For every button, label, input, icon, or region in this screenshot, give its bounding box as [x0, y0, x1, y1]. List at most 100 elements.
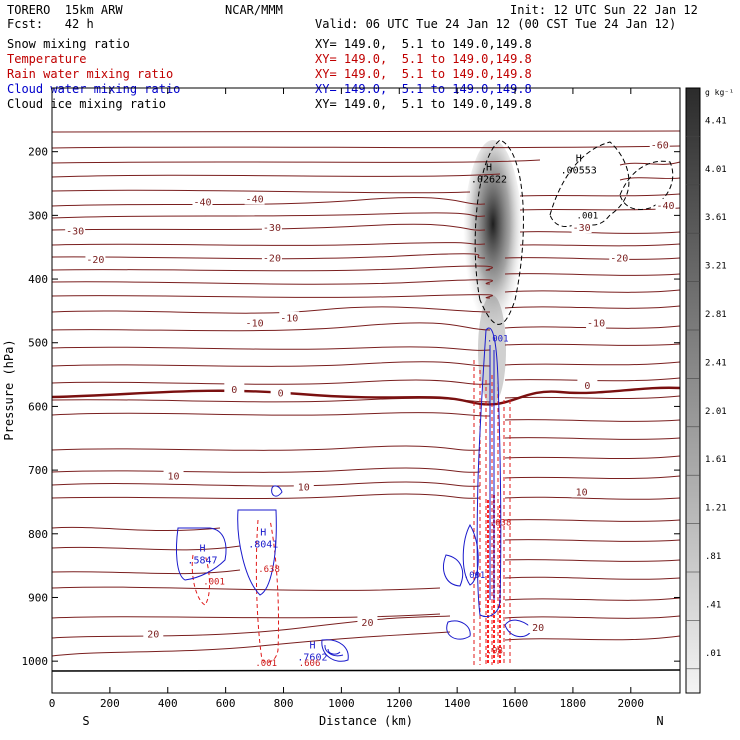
field-coords-rain: XY= 149.0, 5.1 to 149.0,149.8 — [315, 67, 532, 81]
temperature-label-bg — [270, 386, 291, 399]
minor-contour-label: .001 — [203, 578, 225, 588]
colorbar-label: .01 — [705, 649, 721, 659]
maximum-marker: H — [309, 641, 315, 652]
minor-contour-label: .638 — [490, 518, 512, 528]
temperature-label-bg — [244, 316, 265, 329]
colorbar-ticks: 4.41 4.01 3.61 3.21 2.81 2.41 2.01 1.61 1.21 .81.… — [686, 116, 727, 670]
temperature-label: 20 — [532, 623, 544, 634]
maximum-marker: H — [199, 543, 205, 554]
x-tick-label: 600 — [216, 697, 236, 710]
header-fcst: Fcst: 42 h — [7, 17, 94, 31]
maximum-marker: H — [576, 154, 582, 165]
y-tick-label: 200 — [28, 146, 48, 159]
x-axis-left-end: S — [82, 714, 89, 728]
field-coords-snow: XY= 149.0, 5.1 to 149.0,149.8 — [315, 37, 532, 51]
minor-contour-label: .001 — [464, 571, 486, 581]
minor-contour-label: .001 — [487, 334, 509, 344]
x-tick-label: 2000 — [618, 697, 645, 710]
y-tick-label: 800 — [28, 528, 48, 541]
colorbar-label: 2.01 — [705, 407, 727, 417]
temperature-label-bg — [293, 480, 314, 493]
maximum-value: .02622 — [471, 174, 507, 185]
temperature-contours — [51, 130, 681, 657]
colorbar-label: 1.21 — [705, 504, 727, 514]
colorbar-unit: g kg⁻¹ — [705, 88, 734, 97]
minor-contour-label: .001 — [255, 659, 277, 669]
field-name-cloud-ice: Cloud ice mixing ratio — [7, 97, 166, 111]
temperature-label-bg — [261, 221, 282, 234]
field-coords-cloud-water: XY= 149.0, 5.1 to 149.0,149.8 — [315, 82, 532, 96]
y-tick-label: 500 — [28, 337, 48, 350]
rain-water-core — [487, 495, 501, 665]
rain-water-contours — [191, 360, 511, 665]
y-tick-label: 700 — [28, 464, 48, 477]
snow-mixing-ratio-core — [463, 140, 523, 350]
zero-isotherm — [51, 386, 681, 406]
temperature-label: -10 — [587, 319, 605, 330]
cloud-water-contours — [176, 327, 533, 662]
minor-contour-label: .001 — [577, 211, 599, 221]
minor-contour-label: .606 — [299, 659, 321, 669]
colorbar-label: 4.41 — [705, 116, 727, 126]
x-tick-label: 0 — [49, 697, 56, 710]
temperature-label: 0 — [278, 389, 284, 400]
temperature-label: -20 — [610, 254, 628, 265]
temperature-label-bg — [586, 316, 607, 329]
header-center: NCAR/MMM — [225, 3, 283, 17]
temperature-label-bg — [244, 192, 265, 205]
y-axis-label: Pressure (hPa) — [2, 339, 16, 440]
temperature-label-bg — [655, 198, 676, 211]
temperature-label: -30 — [573, 223, 591, 234]
colorbar-label: .81 — [705, 552, 721, 562]
temperature-label-bg — [261, 251, 282, 264]
colorbar-label: 3.21 — [705, 262, 727, 272]
temperature-label-bg — [571, 485, 592, 498]
field-name-cloud-water: Cloud water mixing ratio — [7, 82, 181, 96]
maximum-value: .8041 — [248, 539, 278, 550]
colorbar-label: 2.41 — [705, 358, 727, 368]
field-coords-temperature: XY= 149.0, 5.1 to 149.0,149.8 — [315, 52, 532, 66]
temperature-label: -20 — [86, 255, 104, 266]
temperature-label-bg — [192, 195, 213, 208]
field-coords-cloud-ice: XY= 149.0, 5.1 to 149.0,149.8 — [315, 97, 532, 111]
temperature-label: -30 — [263, 223, 281, 234]
temperature-label-bg — [279, 311, 300, 324]
temperature-label: 10 — [298, 482, 310, 493]
temperature-label: 20 — [361, 618, 373, 629]
x-tick-label: 200 — [100, 697, 120, 710]
temperature-labels: -60 -40 -40 -40 -30 -30 -30 -20 -20 -20 -10 -10 -10 0… — [65, 138, 676, 640]
temperature-label-bg — [224, 382, 245, 395]
snow-contours — [474, 139, 674, 325]
x-tick-label: 1200 — [386, 697, 413, 710]
maximum-marker: H — [260, 527, 266, 538]
field-name-rain: Rain water mixing ratio — [7, 67, 174, 81]
colorbar-label: 2.81 — [705, 310, 727, 320]
temperature-label: -10 — [246, 319, 264, 330]
temperature-label: 20 — [147, 629, 159, 640]
y-tick-label: 300 — [28, 209, 48, 222]
plot-frame — [51, 87, 681, 694]
colorbar-label: 1.61 — [705, 455, 727, 465]
temperature-label: -60 — [651, 140, 669, 151]
field-name-temperature: Temperature — [7, 52, 87, 66]
x-tick-label: 1000 — [328, 697, 355, 710]
minor-contour-labels: .001 .001 .001 .001 .001 .638 .98 .638 .606 — [203, 211, 598, 669]
maximum-marker: H — [486, 162, 492, 173]
y-tick-label: 900 — [28, 591, 48, 604]
temperature-label-bg — [577, 379, 598, 392]
temperature-label-bg — [528, 621, 549, 634]
minor-contour-label: .98 — [487, 646, 503, 656]
snow-shading — [463, 140, 523, 405]
maximum-value: .7602 — [297, 653, 327, 664]
plot-border — [51, 87, 681, 694]
colorbar-label: 3.61 — [705, 213, 727, 223]
x-tick-label: 800 — [274, 697, 294, 710]
header-valid: Valid: 06 UTC Tue 24 Jan 12 (00 CST Tue … — [315, 17, 677, 31]
colorbar-label: 4.01 — [705, 165, 727, 175]
temperature-label: -30 — [66, 226, 84, 237]
temperature-label: -40 — [246, 194, 264, 205]
temperature-label-bg — [143, 627, 164, 640]
temperature-label: -10 — [280, 314, 298, 325]
